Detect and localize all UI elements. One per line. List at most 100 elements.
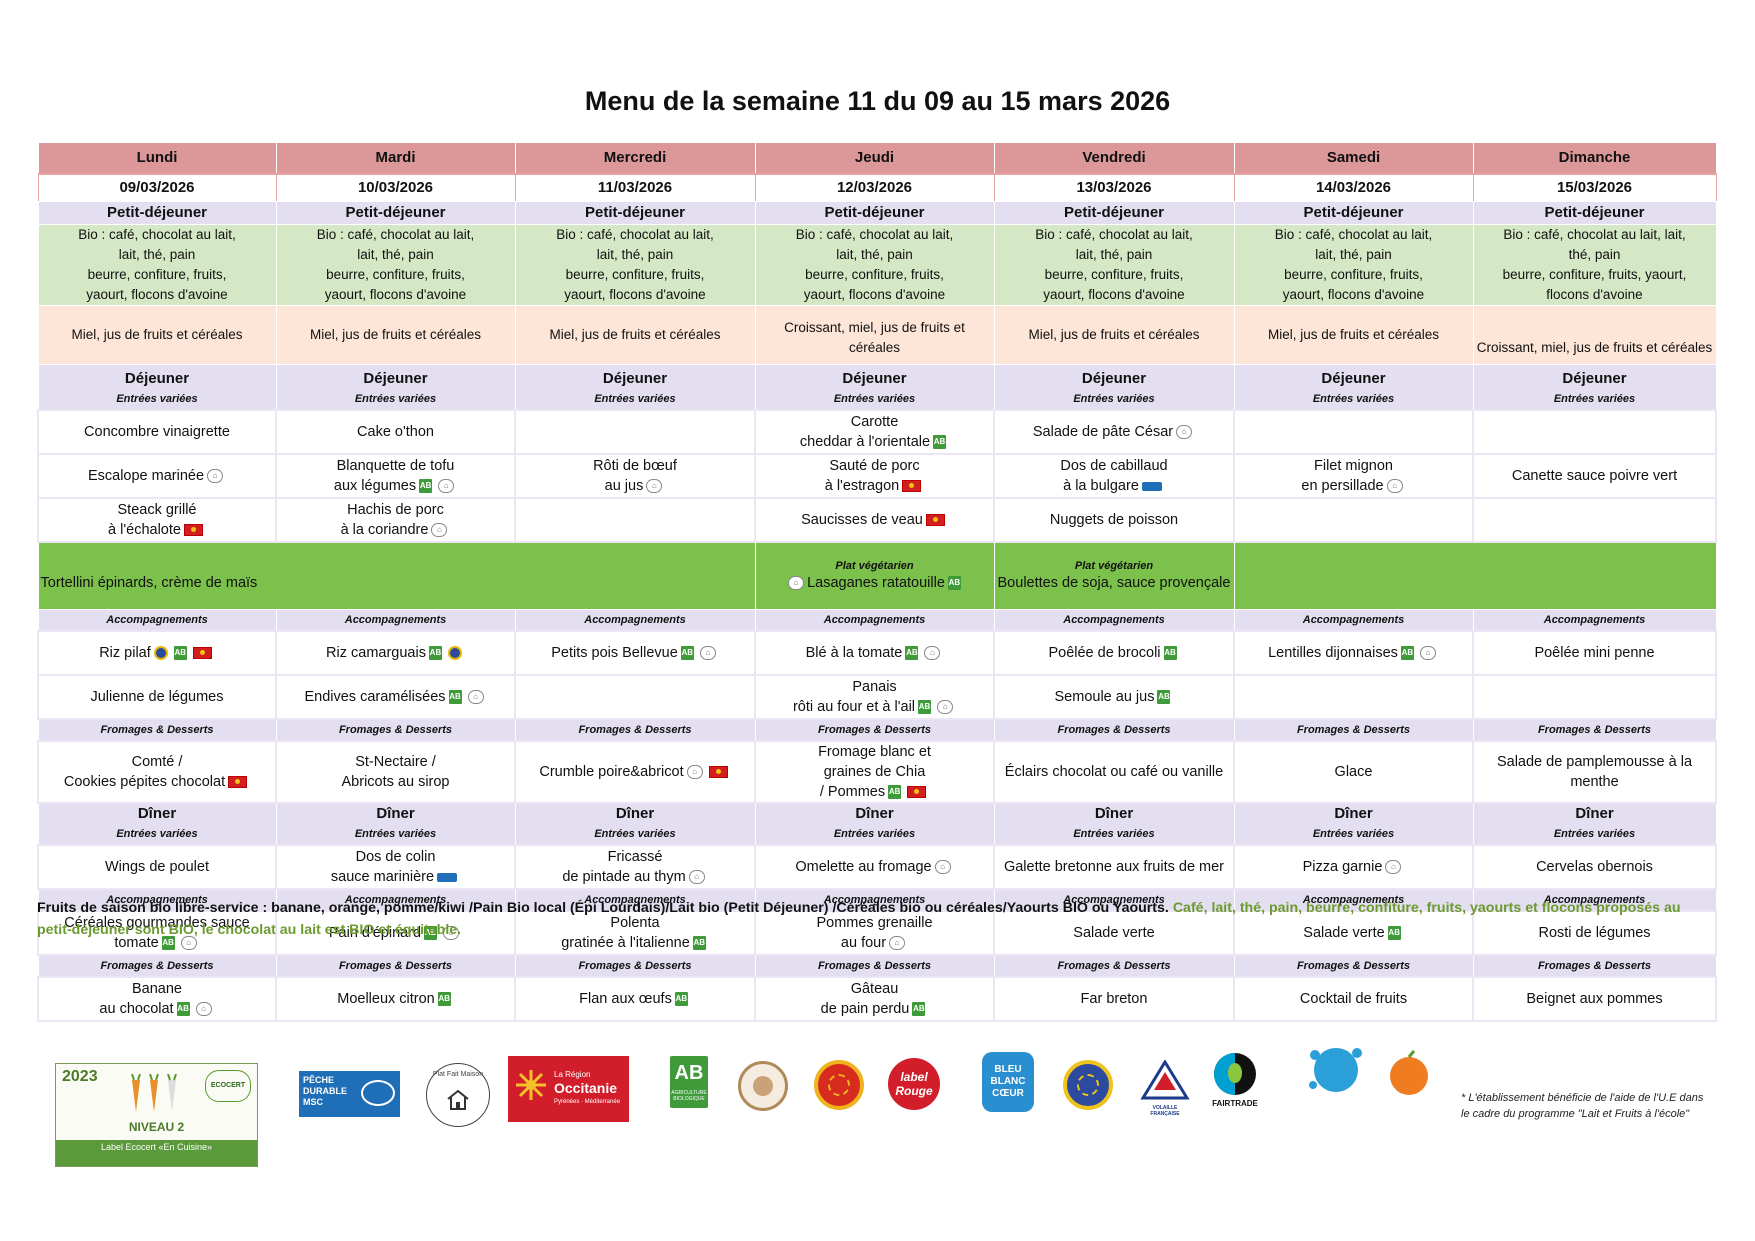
fait-maison-icon: ⌂ (207, 469, 224, 484)
carrot-icon (124, 1073, 188, 1114)
menu-cell: Fricassé de pintade au thymFricasséde pi… (514, 844, 756, 890)
footer-note: Fruits de saison bio libre-service : ban… (37, 897, 1715, 941)
diner-header: Dîner Entrées variées (754, 802, 995, 846)
accompagnements-label: Accompagnements (37, 888, 277, 912)
fish-icon (361, 1080, 395, 1106)
menu-cell: Omelette au fromageOmelette au fromage⌂ (754, 844, 995, 890)
bleu-blanc-coeur-logo: BLEU BLANC CŒUR (982, 1052, 1034, 1112)
date-cell: 10/03/2026 (275, 173, 516, 202)
dejeuner-label: Déjeuner (363, 370, 428, 387)
menu-cell: Dos de colin sauce marinièreDos de colin… (275, 844, 516, 890)
date-cell: 12/03/2026 (754, 173, 995, 202)
fromages-desserts-label: Fromages & Desserts (1233, 954, 1474, 978)
seal-inner-icon (753, 1076, 773, 1096)
menu-cell: Panais rôti au four et à l'ailPanaisrôti… (754, 674, 995, 720)
menu-cell (514, 497, 756, 543)
igp-icon (447, 646, 462, 661)
petit-dejeuner-label: Petit-déjeuner (1472, 201, 1717, 225)
diner-header: Dîner Entrées variées (1233, 802, 1474, 846)
aop-inner-icon (828, 1074, 850, 1096)
menu-cell (514, 674, 756, 720)
dejeuner-label: Déjeuner (124, 370, 190, 387)
volaille-francaise-logo: VOLAILLE FRANÇAISE (1140, 1059, 1190, 1117)
entrees-label: Entrées variées (594, 828, 676, 840)
diner-label: Dîner (1094, 805, 1134, 822)
occitanie-text-a: La Région (554, 1070, 591, 1079)
menu-cell: Crumble poire&abricotCrumble poire&abric… (514, 740, 756, 804)
fait-maison-icon: ⌂ (937, 700, 954, 715)
breakfast-extras-text: Miel, jus de fruits et céréales (1267, 327, 1440, 342)
menu-cell: Salade de pamplemousse à la mentheSalade… (1472, 740, 1717, 804)
ab-bio-icon: AB (1157, 690, 1171, 705)
menu-cell: Nuggets de poissonNuggets de poisson (993, 497, 1235, 543)
entrees-label: Entrées variées (1073, 828, 1155, 840)
menu-cell: Fromage blanc et graines de Chia / Pomme… (754, 740, 995, 804)
igp-icon (153, 646, 168, 661)
fairtrade-logo: FAIRTRADE (1210, 1053, 1260, 1115)
accompagnements-label: Accompagnements (993, 609, 1235, 632)
breakfast-bio-cell: Bio : café, chocolat au lait, lait, thé,… (1472, 224, 1717, 306)
accompagnements-label: Accompagnements (514, 609, 756, 632)
fait-maison-icon: ⌂ (699, 646, 716, 661)
menu-cell (514, 409, 756, 455)
fait-maison-icon: ⌂ (646, 479, 663, 494)
menu-cell: Éclairs chocolat ou café ou vanilleÉclai… (993, 740, 1235, 804)
fait-maison-icon: ⌂ (686, 765, 703, 780)
page-title: Menu de la semaine 11 du 09 au 15 mars 2… (584, 86, 1171, 116)
dejeuner-header: Déjeuner Entrées variées (1472, 364, 1717, 411)
fait-maison-icon: ⌂ (1385, 860, 1402, 875)
fairtrade-text: FAIRTRADE (1212, 1099, 1258, 1108)
fromages-desserts-label: Fromages & Desserts (993, 718, 1235, 742)
breakfast-extras-cell: Miel, jus de fruits et céréales (1233, 305, 1474, 365)
ab-bio-icon: AB (1387, 926, 1401, 941)
menu-cell: Far bretonFar breton (993, 976, 1235, 1022)
breakfast-bio-cell: Bio : café, chocolat au lait, lait, thé,… (754, 224, 995, 306)
ab-bio-icon: AB (1400, 646, 1414, 661)
ecocert-label-logo: 2023 ECOCERT NIVEAU 2 Label Ecocert «En … (55, 1063, 258, 1167)
accompagnements-label: Accompagnements (754, 609, 995, 632)
menu-cell: Cocktail de fruitsCocktail de fruits (1233, 976, 1474, 1022)
breakfast-extras-cell: Croissant, miel, jus de fruits et céréal… (1472, 305, 1717, 365)
day-header: Vendredi (993, 142, 1235, 175)
weekly-menu-table: Lundi Mardi Mercredi Jeudi Vendredi Samedi Dim… (37, 142, 1717, 1022)
veg-cell-empty (1233, 541, 1717, 610)
entrees-label: Entrées variées (1553, 393, 1636, 405)
date-cell: 14/03/2026 (1233, 173, 1474, 202)
fait-maison-icon: ⌂ (924, 646, 941, 661)
menu-cell: Gâteau de pain perduGâteaude pain perduA… (754, 976, 995, 1022)
fait-maison-icon: ⌂ (1386, 479, 1403, 494)
fait-maison-icon: ⌂ (431, 523, 448, 538)
ab-bio-icon: AB (947, 576, 961, 591)
breakfast-bio-cell: Bio : café, chocolat au lait, lait, thé,… (275, 224, 516, 306)
diner-label: Dîner (1334, 805, 1373, 822)
entrees-label: Entrées variées (116, 393, 198, 405)
breakfast-extras-text: Miel, jus de fruits et céréales (549, 327, 721, 342)
fromages-desserts-label: Fromages & Desserts (1233, 718, 1474, 742)
occitanie-icon (228, 776, 248, 789)
ab-bio-icon: AB (173, 646, 187, 661)
fromages-desserts-label: Fromages & Desserts (1472, 954, 1717, 978)
fait-maison-icon: ⌂ (934, 860, 951, 875)
menu-cell: Endives caraméliséesEndives caramélisées… (275, 674, 516, 720)
bbc-text: BLEU BLANC CŒUR (990, 1064, 1026, 1099)
date-cell: 13/03/2026 (993, 173, 1235, 202)
breakfast-text: Bio : café, chocolat au lait, lait, thé,… (1502, 227, 1687, 302)
menu-cell: Hachis de porc à la coriandreHachis de p… (275, 497, 516, 543)
breakfast-extras-cell: Miel, jus de fruits et céréales (37, 305, 277, 365)
petit-dejeuner-label: Petit-déjeuner (993, 201, 1235, 225)
fairtrade-icon (1214, 1053, 1256, 1095)
msc-text: PÊCHE DURABLE MSC (303, 1075, 347, 1107)
veg-dish-2: Lasaganes ratatouille (807, 575, 945, 591)
date-cell: 09/03/2026 (37, 173, 277, 202)
ab-bio-icon: AB (448, 690, 462, 705)
breakfast-text: Bio : café, chocolat au lait, lait, thé,… (316, 227, 475, 302)
menu-cell: Rosti de légumesRosti de légumes (1472, 910, 1717, 956)
breakfast-bio-cell: Bio : café, chocolat au lait, lait, thé,… (514, 224, 756, 306)
petit-dejeuner-label: Petit-déjeuner (514, 201, 756, 225)
entrees-label: Entrées variées (116, 828, 198, 840)
menu-cell (1472, 674, 1717, 720)
diner-label: Dîner (137, 805, 177, 822)
